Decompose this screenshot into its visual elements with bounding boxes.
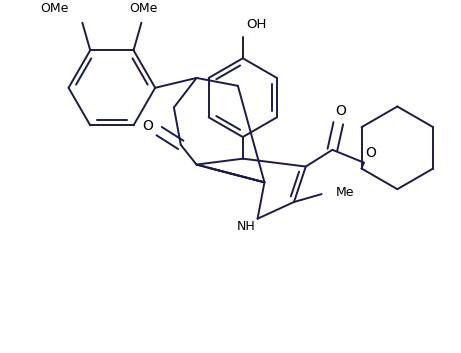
Text: OMe: OMe <box>129 2 158 16</box>
Text: NH: NH <box>236 220 255 233</box>
Text: O: O <box>335 104 346 118</box>
Text: O: O <box>142 119 153 133</box>
Text: OMe: OMe <box>40 2 69 16</box>
Text: OH: OH <box>246 18 266 31</box>
Text: Me: Me <box>335 186 354 199</box>
Text: O: O <box>365 146 376 160</box>
